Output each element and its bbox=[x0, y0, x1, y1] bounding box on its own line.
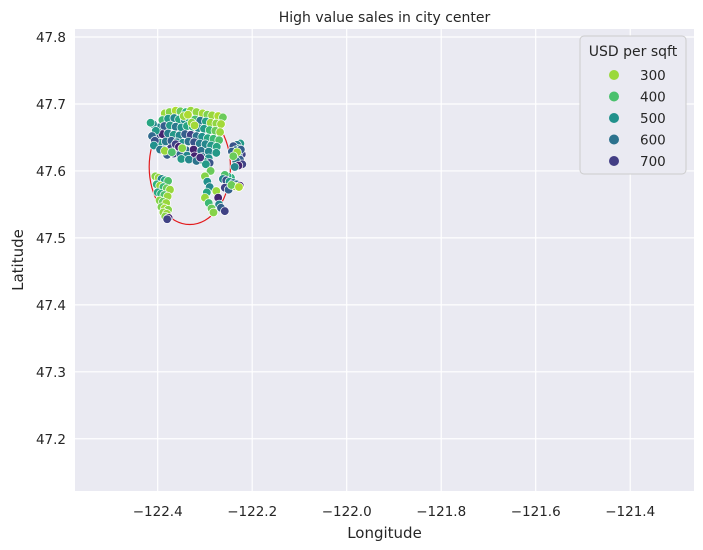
data-point bbox=[195, 152, 205, 163]
y-tick-labels: 47.2 47.3 47.4 47.5 47.6 47.7 47.8 bbox=[36, 30, 66, 448]
x-tick-label: −121.4 bbox=[605, 504, 655, 520]
data-point bbox=[220, 206, 230, 216]
data-point bbox=[162, 214, 172, 224]
legend-label: 400 bbox=[640, 90, 666, 106]
data-point bbox=[208, 207, 219, 218]
legend-marker bbox=[609, 134, 619, 145]
data-point bbox=[215, 127, 225, 137]
y-tick-label: 47.8 bbox=[36, 30, 66, 46]
legend: USD per sqft 300 400 500 600 700 bbox=[579, 35, 687, 175]
x-tick-label: −122.4 bbox=[133, 504, 183, 520]
y-axis-label: Latitude bbox=[9, 229, 27, 291]
y-tick-label: 47.4 bbox=[36, 298, 66, 314]
data-point bbox=[205, 166, 216, 176]
data-point bbox=[228, 151, 238, 161]
data-point bbox=[189, 120, 200, 131]
data-point bbox=[226, 180, 237, 190]
y-tick-label: 47.2 bbox=[36, 432, 66, 448]
y-tick-label: 47.3 bbox=[36, 365, 66, 381]
data-point bbox=[201, 159, 211, 169]
legend-marker bbox=[609, 113, 619, 123]
data-point bbox=[184, 154, 194, 165]
y-tick-label: 47.6 bbox=[36, 164, 66, 180]
legend-label: 600 bbox=[640, 133, 666, 149]
y-tick-label: 47.5 bbox=[36, 231, 66, 247]
legend-title: USD per sqft bbox=[589, 44, 678, 60]
x-tick-label: −122.0 bbox=[322, 504, 372, 520]
data-point bbox=[183, 110, 193, 120]
legend-entries: 300 400 500 600 700 bbox=[609, 68, 666, 170]
y-tick-label: 47.7 bbox=[36, 97, 66, 113]
data-point bbox=[230, 162, 240, 172]
legend-marker bbox=[609, 70, 619, 80]
chart-title: High value sales in city center bbox=[279, 10, 491, 26]
x-tick-label: −121.8 bbox=[416, 504, 466, 520]
data-point bbox=[234, 182, 244, 192]
data-point bbox=[145, 118, 156, 128]
legend-label: 700 bbox=[640, 154, 666, 170]
x-tick-label: −121.6 bbox=[511, 504, 561, 520]
legend-label: 300 bbox=[640, 68, 666, 84]
scatter-points bbox=[145, 106, 247, 224]
x-tick-label: −122.2 bbox=[227, 504, 277, 520]
legend-label: 500 bbox=[640, 111, 666, 127]
x-axis-label: Longitude bbox=[347, 524, 422, 542]
legend-marker bbox=[609, 156, 619, 166]
data-point bbox=[177, 143, 187, 153]
legend-box bbox=[579, 35, 687, 175]
data-point bbox=[211, 148, 221, 158]
legend-marker bbox=[609, 91, 619, 102]
data-point bbox=[167, 147, 177, 157]
x-tick-labels: −122.4 −122.2 −122.0 −121.8 −121.6 −121.4 bbox=[133, 504, 655, 520]
